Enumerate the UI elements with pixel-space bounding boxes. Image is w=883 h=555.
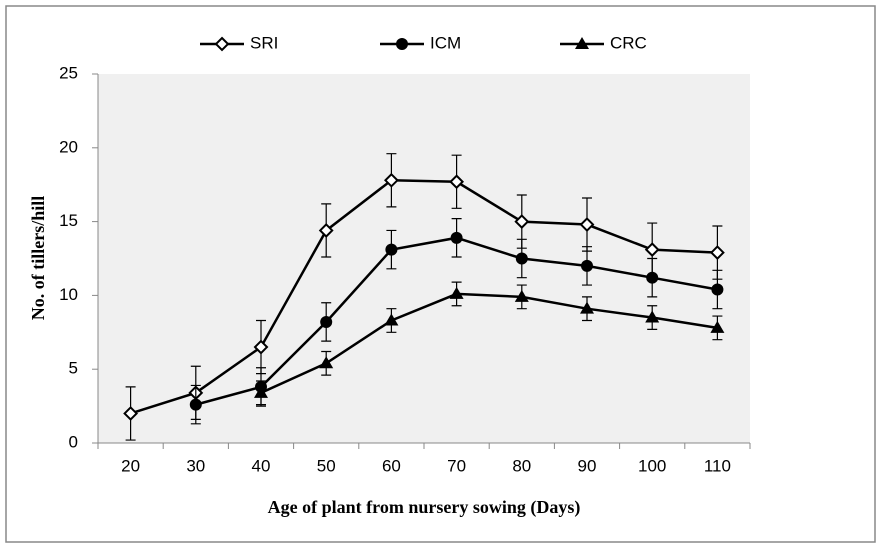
marker [318,223,334,238]
marker [384,313,399,326]
x-axis-label: Age of plant from nursery sowing (Days) [268,497,581,518]
y-tick-label: 20 [59,137,78,156]
y-tick-label: 15 [59,211,78,230]
marker [515,252,528,265]
marker [646,271,659,284]
marker [711,283,724,296]
y-tick-label: 10 [59,285,78,304]
x-tick-label: 50 [317,456,336,475]
marker [580,301,594,314]
marker [514,289,529,302]
x-tick-label: 110 [704,456,731,475]
y-tick-label: 0 [69,432,78,451]
x-tick-label: 70 [447,456,466,475]
marker [579,217,595,232]
x-tick-label: 60 [382,456,401,475]
marker [710,320,725,333]
x-tick-label: 90 [578,456,597,475]
series-line [130,179,718,415]
marker [645,310,660,323]
marker [644,242,660,258]
x-tick-label: 100 [638,456,666,475]
x-tick-label: 40 [252,456,271,475]
x-tick-label: 20 [121,456,140,475]
series-line [260,292,718,394]
marker [214,36,230,52]
marker [396,38,408,50]
marker [449,174,465,190]
marker [449,286,464,299]
legend-label: ICM [430,33,461,52]
marker [581,259,593,272]
marker [575,37,589,49]
marker [319,356,334,369]
marker [189,398,202,411]
marker [514,214,530,230]
marker [320,315,333,328]
x-tick-label: 30 [186,456,205,475]
y-tick-label: 25 [59,63,78,82]
legend-label: SRI [250,33,278,52]
x-tick-label: 80 [512,456,531,475]
y-tick-label: 5 [69,359,78,378]
marker [450,231,463,244]
marker [385,243,398,256]
marker [709,245,725,261]
marker [123,406,139,421]
legend-label: CRC [610,33,647,52]
y-axis-label: No. of tillers/hill [28,196,48,321]
plot-area [98,74,750,443]
marker [253,339,269,355]
marker [254,385,268,398]
marker [383,172,399,188]
